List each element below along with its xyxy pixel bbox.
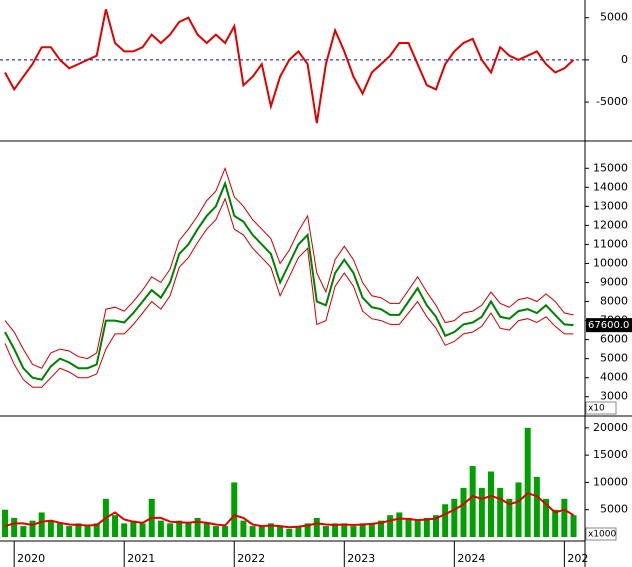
volume-bar xyxy=(515,482,522,538)
volume-bar xyxy=(304,523,311,538)
y-tick-label: 5000 xyxy=(600,503,628,516)
volume-bar xyxy=(313,517,320,538)
volume-bar xyxy=(93,523,100,538)
y-tick-label: 15000 xyxy=(593,448,628,461)
series-line xyxy=(4,180,574,381)
volume-bar xyxy=(203,523,210,538)
series-line xyxy=(4,166,574,369)
y-tick-label: 10000 xyxy=(593,475,628,488)
volume-bar xyxy=(11,517,18,538)
volume-bar xyxy=(130,520,137,538)
y-tick-label: 3000 xyxy=(600,390,628,403)
volume-bar xyxy=(258,526,265,538)
x-tick-label: 2020 xyxy=(17,552,45,565)
x-tick-label: 2022 xyxy=(237,552,265,565)
last-price-box xyxy=(586,318,632,333)
volume-bar xyxy=(240,520,247,538)
volume-bar xyxy=(38,512,45,538)
volume-bar xyxy=(20,526,27,538)
volume-bar xyxy=(561,498,568,538)
volume-bar xyxy=(212,526,219,538)
last-price-label: 67600.0 xyxy=(588,320,629,331)
volume-bar xyxy=(66,526,73,538)
volume-bar xyxy=(157,520,164,538)
volume-bar xyxy=(552,509,559,538)
y-tick-label: 13000 xyxy=(593,199,628,212)
volume-bar xyxy=(139,523,146,538)
volume-bar xyxy=(121,523,128,538)
volume-bar xyxy=(423,517,430,538)
volume-bar xyxy=(341,523,348,538)
volume-bar xyxy=(469,466,476,538)
volume-bar xyxy=(47,520,54,538)
x-tick-label: 2021 xyxy=(127,552,155,565)
y-tick-label: 5000 xyxy=(600,352,628,365)
y-tick-label: 10000 xyxy=(593,256,628,269)
unit-box xyxy=(585,527,617,541)
y-tick-label: 5000 xyxy=(600,11,628,24)
volume-bar xyxy=(176,520,183,538)
volume-bar xyxy=(350,526,357,538)
volume-bar xyxy=(112,515,119,538)
volume-bar xyxy=(286,528,293,538)
volume-bar xyxy=(543,498,550,538)
volume-bar xyxy=(75,523,82,538)
unit-label: x1000 xyxy=(588,530,617,540)
volume-bar xyxy=(2,509,8,538)
series-line xyxy=(4,9,575,124)
y-tick-label: -5000 xyxy=(596,95,628,108)
volume-bar xyxy=(432,515,439,538)
volume-bar xyxy=(194,517,201,538)
volume-bar xyxy=(442,504,449,538)
x-tick-label: 202 xyxy=(567,552,588,565)
volume-bar xyxy=(295,526,302,538)
volume-bar xyxy=(460,487,467,538)
volume-bar xyxy=(359,523,366,538)
series-line xyxy=(4,492,575,529)
volume-bar xyxy=(29,520,36,538)
volume-bar xyxy=(231,482,238,538)
volume-bar xyxy=(57,523,64,538)
y-tick-label: 6000 xyxy=(600,333,628,346)
y-tick-label: 0 xyxy=(621,53,628,66)
volume-bar xyxy=(368,523,375,538)
y-tick-label: 11000 xyxy=(593,237,628,250)
y-tick-label: 20000 xyxy=(593,421,628,434)
volume-bar xyxy=(524,427,531,538)
volume-bar xyxy=(222,526,229,538)
volume-bar xyxy=(497,487,504,538)
volume-bar xyxy=(249,526,256,538)
x-tick-label: 2024 xyxy=(457,552,485,565)
x-tick-label: 2023 xyxy=(347,552,375,565)
volume-bar xyxy=(84,526,91,538)
unit-box xyxy=(585,401,617,415)
volume-bar xyxy=(488,471,495,538)
volume-bar xyxy=(570,515,577,538)
volume-bar xyxy=(332,523,339,538)
unit-label: x10 xyxy=(588,404,605,414)
y-tick-label: 8000 xyxy=(600,295,628,308)
y-tick-label: 15000 xyxy=(593,161,628,174)
volume-bar xyxy=(506,498,513,538)
y-tick-label: 9000 xyxy=(600,275,628,288)
volume-bar xyxy=(185,523,192,538)
volume-bar xyxy=(322,526,329,538)
volume-bar xyxy=(533,476,540,538)
y-tick-label: 14000 xyxy=(593,180,628,193)
volume-bar xyxy=(414,520,421,538)
series-line xyxy=(4,197,574,388)
volume-bar xyxy=(405,517,412,538)
volume-bar xyxy=(377,520,384,538)
volume-bar xyxy=(478,487,485,538)
volume-bar xyxy=(451,498,458,538)
volume-bar xyxy=(267,523,274,538)
volume-bar xyxy=(387,515,394,538)
y-tick-label: 12000 xyxy=(593,218,628,231)
volume-bar xyxy=(167,523,174,538)
volume-bar xyxy=(396,512,403,538)
volume-bar xyxy=(277,526,284,538)
y-tick-label: 4000 xyxy=(600,371,628,384)
